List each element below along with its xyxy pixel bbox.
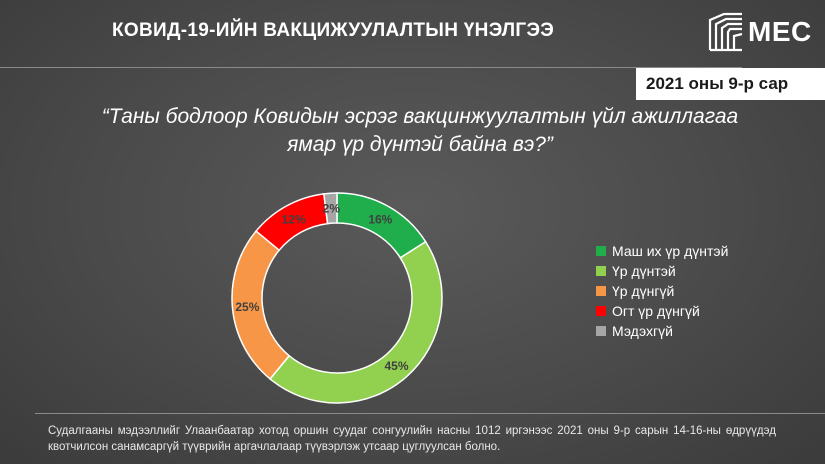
legend-swatch-4 <box>596 306 606 316</box>
donut-slice-2 <box>269 240 443 404</box>
legend-item-3: Үр дүнгүй <box>596 281 728 301</box>
date-label: 2021 оны 9-р сар <box>646 74 789 93</box>
legend-label-4: Огт үр дүнгүй <box>612 303 700 319</box>
logo-text: MEC <box>748 16 812 47</box>
legend-swatch-5 <box>596 326 606 336</box>
donut-slice-5 <box>323 192 338 225</box>
footer-divider <box>35 413 825 414</box>
legend-item-1: Маш их үр дүнтэй <box>596 241 728 261</box>
legend-item-5: Мэдэхгүй <box>596 321 728 341</box>
mec-logo-icon <box>708 12 743 52</box>
legend-label-2: Үр дүнтэй <box>612 263 676 279</box>
legend-swatch-3 <box>596 286 606 296</box>
donut-label-4: 12% <box>282 213 306 227</box>
survey-question: “Таны бодлоор Ковидын эсрэг вакцинжуулал… <box>101 105 739 156</box>
donut-chart: 16% 45% 25% 12% 2% <box>231 192 443 404</box>
date-badge <box>636 68 825 100</box>
legend-label-3: Үр дүнгүй <box>612 283 675 299</box>
legend-label-5: Мэдэхгүй <box>612 323 673 339</box>
legend-item-4: Огт үр дүнгүй <box>596 301 728 321</box>
donut-label-1: 16% <box>368 213 392 227</box>
title-divider <box>0 67 742 68</box>
legend-swatch-1 <box>596 246 606 256</box>
chart-legend: Маш их үр дүнтэй Үр дүнтэй Үр дүнгүй Огт үр… <box>596 241 728 341</box>
donut-label-3: 25% <box>235 300 259 314</box>
donut-label-2: 45% <box>385 359 409 373</box>
legend-label-1: Маш их үр дүнтэй <box>612 243 729 259</box>
survey-footnote: Судалгааны мэдээллийг Улаанбаатар хотод … <box>48 425 776 453</box>
donut-label-5: 2% <box>323 202 341 216</box>
legend-swatch-2 <box>596 266 606 276</box>
legend-item-2: Үр дүнтэй <box>596 261 728 281</box>
page-title: КОВИД-19-ИЙН ВАКЦИЖУУЛАЛТЫН ҮНЭЛГЭЭ <box>112 20 555 41</box>
